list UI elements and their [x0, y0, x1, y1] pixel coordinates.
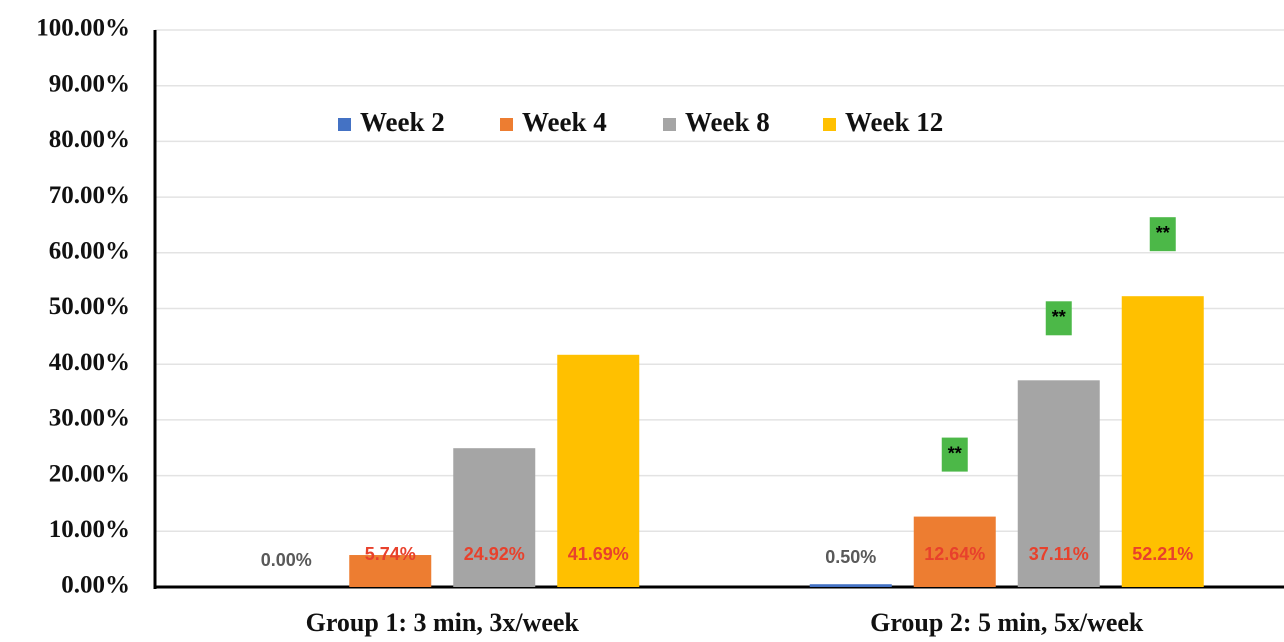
- bar: [913, 516, 996, 587]
- legend-swatch: [663, 118, 676, 131]
- significance-label: **: [1156, 223, 1170, 243]
- y-tick-label: 80.00%: [49, 126, 130, 153]
- bar: [453, 448, 536, 587]
- significance-box: [1045, 301, 1072, 336]
- legend-label: Week 4: [522, 107, 607, 137]
- significance-box: [1149, 217, 1176, 252]
- value-label: 0.50%: [825, 547, 876, 567]
- y-tick-label: 0.00%: [61, 572, 130, 599]
- significance-label: **: [1052, 307, 1066, 327]
- bar: [1121, 296, 1204, 587]
- x-tick-label: Group 2: 5 min, 5x/week: [870, 608, 1144, 637]
- bar: [349, 555, 432, 587]
- y-tick-label: 20.00%: [49, 460, 130, 487]
- bar: [809, 584, 892, 587]
- y-tick-label: 100.00%: [36, 15, 130, 42]
- significance-box: [941, 437, 968, 472]
- bar: [557, 354, 640, 587]
- y-tick-label: 30.00%: [49, 405, 130, 432]
- significance-label: **: [948, 443, 962, 463]
- x-tick-label: Group 1: 3 min, 3x/week: [306, 608, 580, 637]
- legend-label: Week 2: [360, 107, 445, 137]
- y-tick-label: 10.00%: [49, 516, 130, 543]
- legend-swatch: [823, 118, 836, 131]
- y-tick-label: 60.00%: [49, 238, 130, 265]
- value-label: 12.64%: [924, 544, 985, 564]
- value-label: 24.92%: [464, 544, 525, 564]
- y-tick-label: 50.00%: [49, 293, 130, 320]
- legend-swatch: [338, 118, 351, 131]
- value-label: 41.69%: [568, 544, 629, 564]
- y-tick-label: 90.00%: [49, 70, 130, 97]
- legend-label: Week 12: [845, 107, 943, 137]
- value-label: 5.74%: [365, 544, 416, 564]
- legend-swatch: [500, 118, 513, 131]
- legend-label: Week 8: [685, 107, 770, 137]
- value-label: 37.11%: [1029, 544, 1089, 564]
- value-label: 0.00%: [261, 550, 312, 570]
- y-tick-label: 70.00%: [49, 182, 130, 209]
- bar: [1017, 380, 1100, 587]
- value-label: 52.21%: [1132, 544, 1193, 564]
- y-tick-label: 40.00%: [49, 349, 130, 376]
